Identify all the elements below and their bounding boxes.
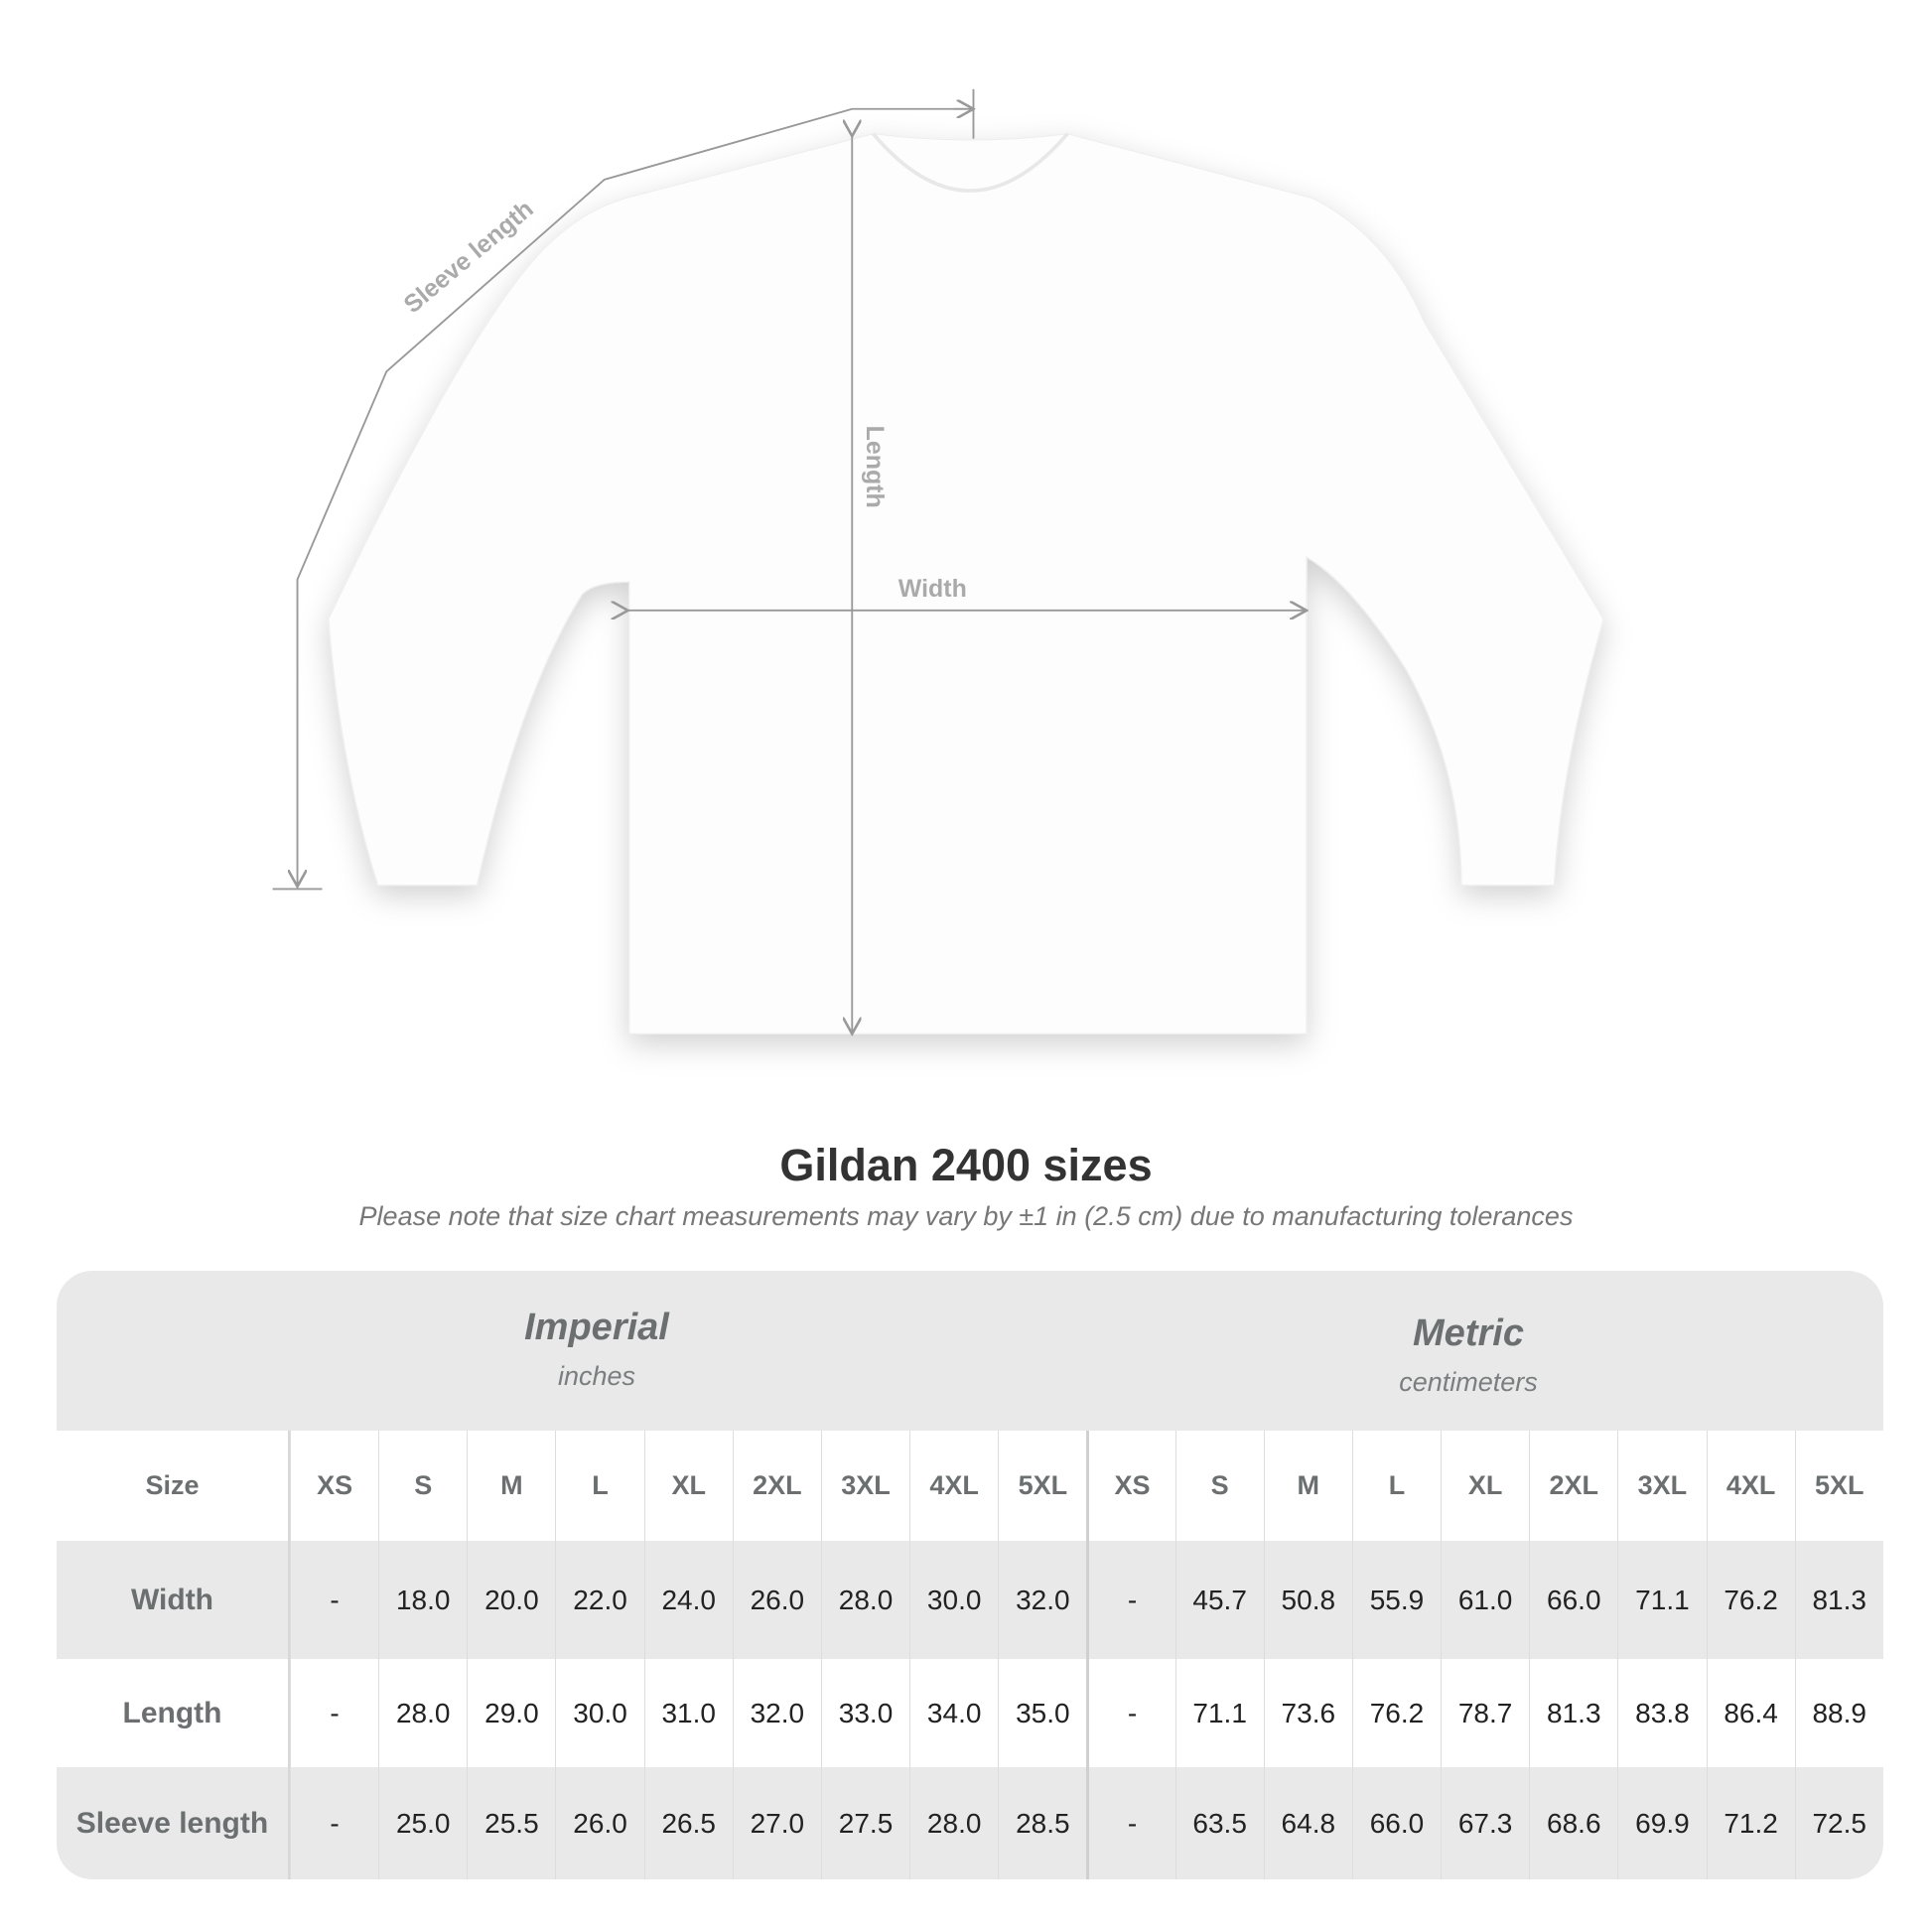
row-label: Width [57, 1541, 290, 1659]
metric-value-cell: 69.9 [1617, 1767, 1706, 1879]
metric-value-cell: 66.0 [1529, 1541, 1617, 1659]
metric-size-header: 4XL [1706, 1431, 1795, 1541]
imperial-value-cell: 25.0 [378, 1767, 467, 1879]
imperial-value-cell: 28.0 [909, 1767, 998, 1879]
metric-value-cell: 71.1 [1174, 1659, 1264, 1767]
imperial-value-cell: 29.0 [467, 1659, 555, 1767]
metric-value-cell: 73.6 [1263, 1659, 1352, 1767]
imperial-header: Imperial inches [299, 1307, 895, 1392]
imperial-size-header: 3XL [820, 1431, 909, 1541]
imperial-unit: inches [557, 1361, 636, 1391]
metric-value-cell: 76.2 [1351, 1659, 1441, 1767]
row-label: Size [57, 1431, 290, 1541]
metric-size-header: 5XL [1794, 1431, 1883, 1541]
metric-value-cell: 86.4 [1706, 1659, 1795, 1767]
metric-value-cell: - [1086, 1659, 1174, 1767]
metric-value-cell: 83.8 [1617, 1659, 1706, 1767]
imperial-value-cell: 18.0 [378, 1541, 467, 1659]
table-row: Width -18.0 20.0 22.0 24.0 26.0 28.0 30.0 32.0-4… [57, 1541, 1883, 1659]
sleeve-measure-line [272, 88, 974, 891]
metric-size-header: XL [1441, 1431, 1529, 1541]
imperial-size-header: L [555, 1431, 643, 1541]
metric-heading: Metric [1413, 1312, 1524, 1354]
table-header-band [57, 1271, 1883, 1431]
imperial-value-cell: 30.0 [909, 1541, 998, 1659]
tolerance-note: Please note that size chart measurements… [358, 1201, 1574, 1231]
row-label: Length [57, 1659, 290, 1767]
metric-size-header: M [1263, 1431, 1352, 1541]
metric-value-cell: 64.8 [1263, 1767, 1352, 1879]
imperial-size-header: 4XL [909, 1431, 998, 1541]
metric-value-cell: 72.5 [1794, 1767, 1883, 1879]
imperial-value-cell: 28.0 [378, 1659, 467, 1767]
metric-size-header: S [1174, 1431, 1264, 1541]
size-header-row: Size XS S M L XL 2XL 3XL 4XL 5XL XS S M L XL 2XL 3XL 4XL 5… [57, 1431, 1883, 1541]
imperial-value-cell: - [290, 1767, 378, 1879]
table-row: Sleeve length -25.0 25.5 26.0 26.5 27.0 27.5 28… [57, 1767, 1883, 1879]
imperial-value-cell: 20.0 [467, 1541, 555, 1659]
length-label: Length [861, 426, 889, 508]
metric-size-header: 2XL [1529, 1431, 1617, 1541]
metric-header: Metric centimeters [1171, 1312, 1766, 1398]
imperial-value-cell: 26.0 [555, 1767, 643, 1879]
metric-value-cell: 71.2 [1706, 1767, 1795, 1879]
size-table: Imperial inches Metric centimeters Size X… [57, 1271, 1883, 1879]
metric-value-cell: - [1086, 1767, 1174, 1879]
imperial-value-cell: - [290, 1541, 378, 1659]
imperial-value-cell: 26.5 [643, 1767, 733, 1879]
metric-value-cell: 81.3 [1794, 1541, 1883, 1659]
metric-value-cell: 68.6 [1529, 1767, 1617, 1879]
metric-unit: centimeters [1399, 1367, 1538, 1397]
metric-size-header: 3XL [1617, 1431, 1706, 1541]
row-label: Sleeve length [57, 1767, 290, 1879]
imperial-value-cell: 33.0 [820, 1659, 909, 1767]
metric-value-cell: 45.7 [1174, 1541, 1264, 1659]
imperial-value-cell: 22.0 [555, 1541, 643, 1659]
imperial-value-cell: 27.5 [820, 1767, 909, 1879]
imperial-value-cell: - [290, 1659, 378, 1767]
metric-value-cell: 61.0 [1441, 1541, 1529, 1659]
metric-value-cell: 88.9 [1794, 1659, 1883, 1767]
imperial-value-cell: 34.0 [909, 1659, 998, 1767]
imperial-size-header: 2XL [732, 1431, 821, 1541]
imperial-size-header: XL [643, 1431, 733, 1541]
imperial-value-cell: 35.0 [998, 1659, 1086, 1767]
imperial-value-cell: 28.5 [998, 1767, 1086, 1879]
metric-value-cell: 50.8 [1263, 1541, 1352, 1659]
metric-value-cell: 71.1 [1617, 1541, 1706, 1659]
imperial-value-cell: 26.0 [732, 1541, 821, 1659]
metric-value-cell: 55.9 [1351, 1541, 1441, 1659]
imperial-size-header: M [467, 1431, 555, 1541]
imperial-value-cell: 32.0 [998, 1541, 1086, 1659]
imperial-value-cell: 24.0 [643, 1541, 733, 1659]
metric-size-header: XS [1086, 1431, 1174, 1541]
table-row: Length -28.0 29.0 30.0 31.0 32.0 33.0 34.0 35.0-… [57, 1659, 1883, 1767]
shirt-shape [328, 133, 1604, 1035]
metric-value-cell: 81.3 [1529, 1659, 1617, 1767]
metric-value-cell: 66.0 [1351, 1767, 1441, 1879]
imperial-size-header: S [378, 1431, 467, 1541]
imperial-size-header: 5XL [998, 1431, 1086, 1541]
imperial-value-cell: 31.0 [643, 1659, 733, 1767]
page-title: Gildan 2400 sizes [779, 1140, 1153, 1190]
metric-size-header: L [1351, 1431, 1441, 1541]
metric-value-cell: 76.2 [1706, 1541, 1795, 1659]
imperial-value-cell: 30.0 [555, 1659, 643, 1767]
metric-value-cell: 63.5 [1174, 1767, 1264, 1879]
metric-value-cell: 78.7 [1441, 1659, 1529, 1767]
shirt-diagram: Sleeve length Length Width [272, 88, 1604, 1092]
metric-value-cell: - [1086, 1541, 1174, 1659]
metric-value-cell: 67.3 [1441, 1767, 1529, 1879]
imperial-value-cell: 28.0 [820, 1541, 909, 1659]
imperial-size-header: XS [290, 1431, 378, 1541]
imperial-value-cell: 32.0 [732, 1659, 821, 1767]
width-label: Width [898, 575, 967, 603]
imperial-value-cell: 27.0 [732, 1767, 821, 1879]
imperial-heading: Imperial [524, 1307, 669, 1348]
imperial-value-cell: 25.5 [467, 1767, 555, 1879]
